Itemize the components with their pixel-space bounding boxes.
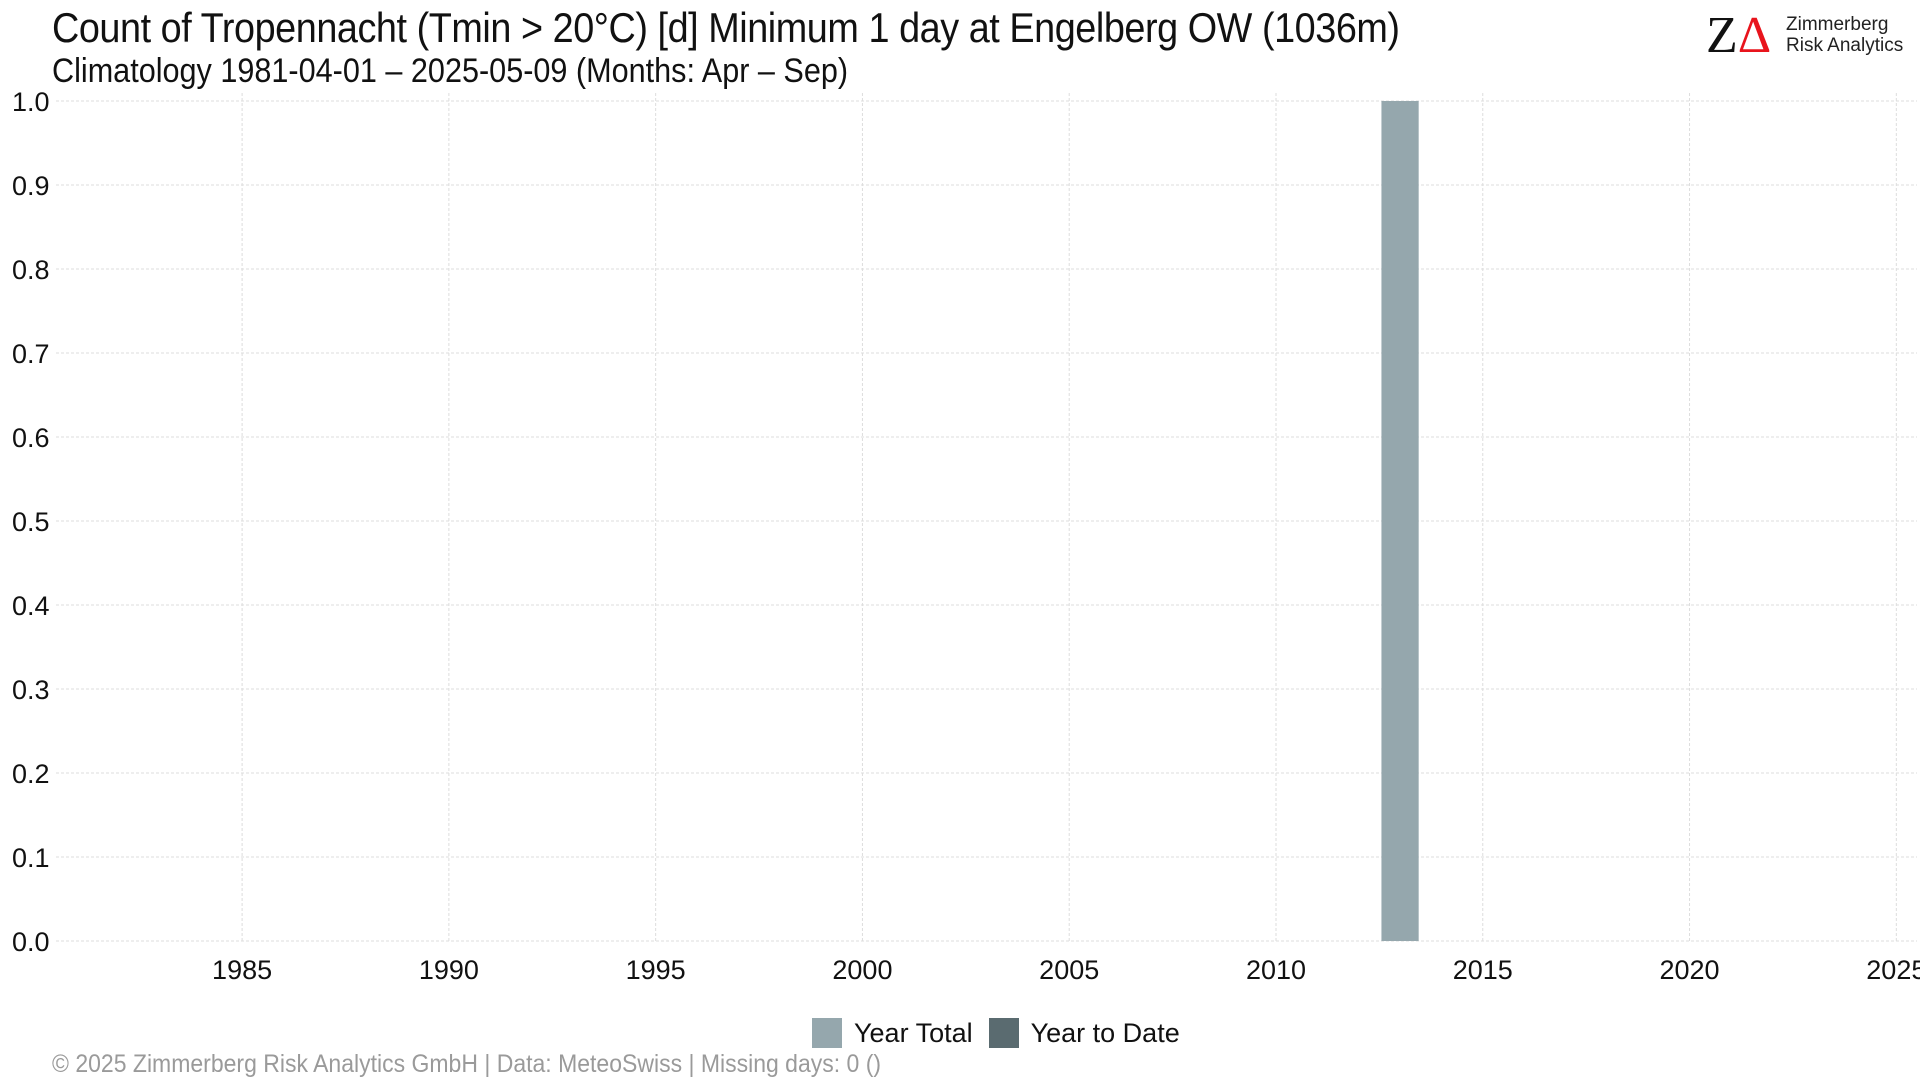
legend-item-year-to-date: Year to Date: [988, 1017, 1180, 1049]
y-tick-label: 0.0: [12, 927, 50, 957]
logo-line-1: Zimmerberg: [1786, 14, 1889, 35]
company-logo: ZΔ Zimmerberg Risk Analytics: [1706, 7, 1906, 64]
footer-copyright: © 2025 Zimmerberg Risk Analytics GmbH | …: [52, 1050, 882, 1078]
y-axis-ticks: 0.0 0.1 0.2 0.3 0.4 0.5 0.6 0.7 0.8 0.9 1.0: [12, 87, 50, 957]
logo-line-2: Risk Analytics: [1786, 35, 1904, 56]
chart-subtitle: Climatology 1981-04-01 – 2025-05-09 (Mon…: [52, 52, 849, 90]
x-tick-label: 1995: [626, 955, 686, 985]
y-tick-label: 0.5: [12, 507, 50, 537]
chart-title: Count of Tropennacht (Tmin > 20°C) [d] M…: [52, 4, 1400, 51]
legend-label-year-total: Year Total: [854, 1017, 973, 1048]
bar-2013: [1381, 101, 1419, 941]
y-tick-label: 0.8: [12, 255, 50, 285]
y-tick-label: 1.0: [12, 87, 50, 117]
legend-swatch-year-to-date: [988, 1018, 1019, 1048]
x-tick-label: 1990: [419, 955, 479, 985]
logo-text: Zimmerberg Risk Analytics: [1786, 14, 1903, 56]
y-tick-label: 0.1: [12, 843, 50, 873]
y-tick-label: 0.2: [12, 759, 50, 789]
x-tick-label: 2015: [1453, 955, 1513, 985]
y-tick-label: 0.6: [12, 423, 50, 453]
y-tick-label: 0.4: [12, 591, 50, 621]
legend-label-year-to-date: Year to Date: [1030, 1017, 1180, 1048]
legend-swatch-year-total: [812, 1018, 842, 1048]
x-axis-ticks: 1985 1990 1995 2000 2005 2010 2015 2020 2025: [212, 955, 1920, 985]
logo-mark: ZΔ: [1706, 7, 1772, 64]
legend: Year Total Year to Date: [812, 1016, 1196, 1050]
bars: [1381, 101, 1419, 941]
y-tick-label: 0.9: [12, 171, 50, 201]
x-tick-label: 1985: [212, 955, 272, 985]
legend-item-year-total: Year Total: [812, 1018, 973, 1049]
grid-lines: [56, 93, 1917, 942]
x-tick-label: 2000: [832, 955, 892, 985]
x-tick-label: 2020: [1660, 955, 1720, 985]
x-tick-label: 2010: [1246, 955, 1306, 985]
y-tick-label: 0.7: [12, 339, 50, 369]
x-tick-label: 2005: [1039, 955, 1099, 985]
y-tick-label: 0.3: [12, 675, 50, 705]
x-tick-label: 2025: [1866, 955, 1920, 985]
